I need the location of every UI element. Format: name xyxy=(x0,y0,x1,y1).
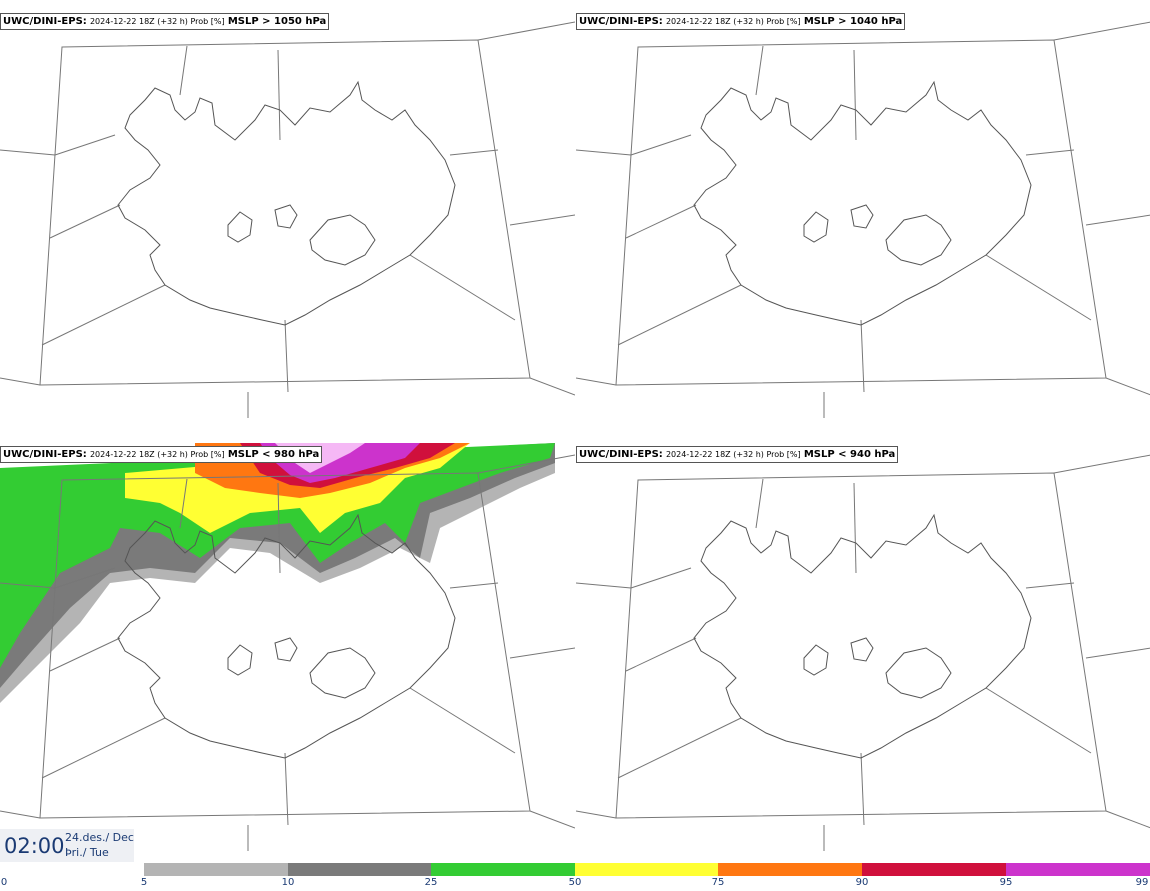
colorbar-bin xyxy=(1006,863,1150,876)
iceland-map xyxy=(0,21,575,419)
valid-weekday: Þri./ Tue xyxy=(65,846,109,859)
probability-fill xyxy=(0,443,555,703)
panel-title: UWC/DINI-EPS: 2024-12-22 18Z (+32 h) Pro… xyxy=(576,446,899,463)
colorbar-bin xyxy=(575,863,718,876)
colorbar-bin xyxy=(862,863,1006,876)
map-panel-mslp-gt-1050: UWC/DINI-EPS: 2024-12-22 18Z (+32 h) Pro… xyxy=(0,0,575,432)
map-panel-mslp-lt-940: UWC/DINI-EPS: 2024-12-22 18Z (+32 h) Pro… xyxy=(576,433,1150,865)
colorbar-tick: 5 xyxy=(140,877,148,888)
colorbar-bin xyxy=(718,863,862,876)
probability-colorbar xyxy=(144,863,1150,876)
valid-time-clock: 02:00 xyxy=(4,834,65,858)
colorbar-bin xyxy=(431,863,575,876)
panel-title: UWC/DINI-EPS: 2024-12-22 18Z (+32 h) Pro… xyxy=(576,13,906,30)
colorbar-tick: 10 xyxy=(281,877,295,888)
colorbar-bin xyxy=(288,863,431,876)
iceland-map xyxy=(576,21,1150,419)
colorbar-tick: 95 xyxy=(999,877,1013,888)
colorbar-bin xyxy=(144,863,288,876)
panel-title: UWC/DINI-EPS: 2024-12-22 18Z (+32 h) Pro… xyxy=(0,13,330,30)
map-panel-mslp-gt-1040: UWC/DINI-EPS: 2024-12-22 18Z (+32 h) Pro… xyxy=(576,0,1150,432)
iceland-map xyxy=(0,443,575,852)
panel-title: UWC/DINI-EPS: 2024-12-22 18Z (+32 h) Pro… xyxy=(0,446,323,463)
colorbar-tick: 90 xyxy=(855,877,869,888)
colorbar-tick: 0 xyxy=(0,877,8,888)
iceland-map xyxy=(576,454,1150,852)
valid-date: 24.des./ Dec xyxy=(65,831,134,844)
colorbar-tick: 50 xyxy=(568,877,582,888)
colorbar-tick: 75 xyxy=(711,877,725,888)
map-panel-mslp-lt-980: UWC/DINI-EPS: 2024-12-22 18Z (+32 h) Pro… xyxy=(0,433,575,865)
valid-time-box: 02:00 24.des./ Dec Þri./ Tue xyxy=(0,829,134,862)
colorbar-tick: 25 xyxy=(424,877,438,888)
colorbar-tick: 99 xyxy=(1135,877,1149,888)
